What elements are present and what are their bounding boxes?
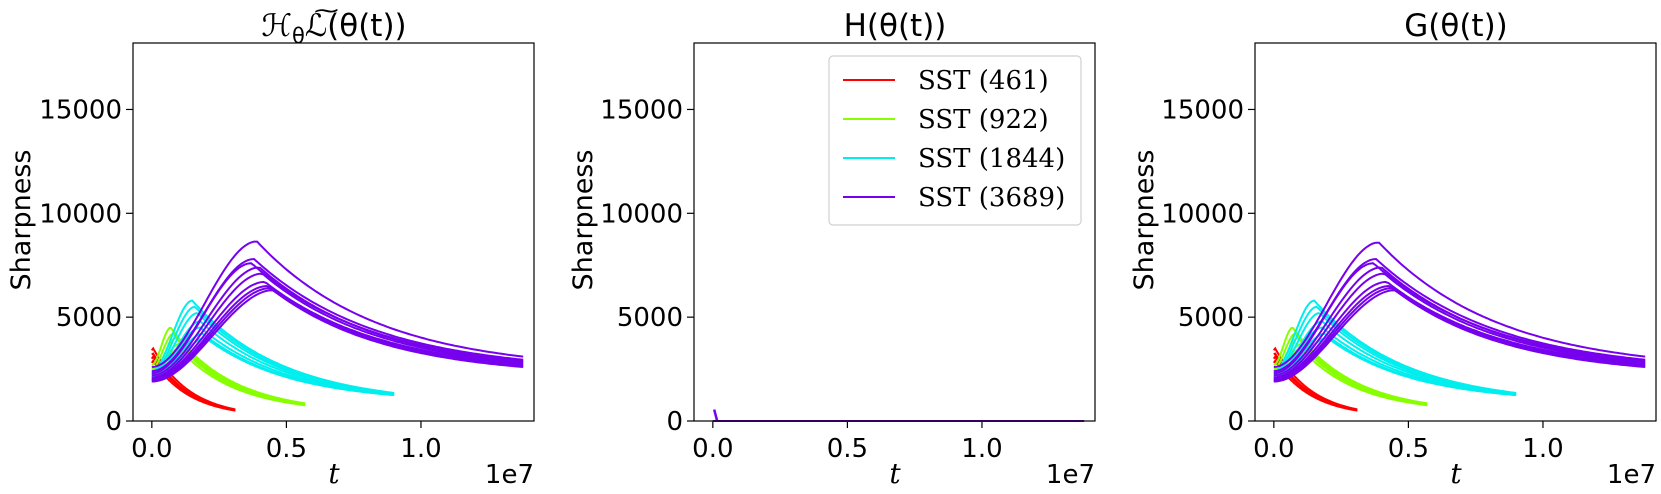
plot-frame xyxy=(132,42,535,422)
y-tick-label: 10000 xyxy=(39,199,122,229)
plot-frame xyxy=(693,42,1096,422)
lines xyxy=(150,240,524,412)
y-tick-label: 5000 xyxy=(1178,303,1244,333)
x-tick-label: 0.5 xyxy=(266,434,307,464)
legend-label: SST (922) xyxy=(918,105,1049,135)
x-tick-label: 1.0 xyxy=(961,434,1002,464)
x-tick-label: 0.0 xyxy=(131,434,172,464)
lines xyxy=(712,409,1085,422)
y-tick-label: 0 xyxy=(666,407,683,437)
series-3689 xyxy=(151,240,524,383)
series-line xyxy=(1273,280,1646,380)
panel-hessian-loss: ℋθℒ(θ(t)) ~ Sharpness t 1e7 0.0 0.5 1.0 0 5… xyxy=(6,0,535,490)
y-tick-label: 15000 xyxy=(1161,95,1244,125)
y-ticks: 0 5000 10000 15000 xyxy=(39,95,133,437)
x-tick-label: 0.5 xyxy=(827,434,868,464)
x-ticks: 0.0 0.5 1.0 xyxy=(692,421,1003,464)
legend-items: SST (461) SST (922) SST (1844) SST (3689) xyxy=(843,66,1065,213)
title-tilde: ~ xyxy=(312,0,341,23)
series-line xyxy=(151,289,524,383)
y-tick-label: 5000 xyxy=(617,303,683,333)
legend-label: SST (461) xyxy=(918,66,1049,96)
y-axis-label: Sharpness xyxy=(6,150,37,291)
series-3689 xyxy=(712,409,1085,422)
series-line xyxy=(1273,272,1646,379)
x-axis-label: t xyxy=(889,457,901,490)
legend-label: SST (1844) xyxy=(918,144,1065,174)
x-ticks: 0.0 0.5 1.0 xyxy=(131,421,442,464)
series-line xyxy=(1273,241,1646,368)
legend-box xyxy=(828,55,1082,226)
y-tick-label: 15000 xyxy=(600,95,683,125)
x-ticks: 0.0 0.5 1.0 xyxy=(1253,421,1564,464)
y-tick-label: 0 xyxy=(105,407,122,437)
y-tick-label: 0 xyxy=(1227,407,1244,437)
y-tick-label: 15000 xyxy=(39,95,122,125)
series-line xyxy=(151,240,524,368)
panel-g: G(θ(t)) Sharpness t 1e7 0.0 0.5 1.0 0 5000 1… xyxy=(1129,8,1657,490)
x-tick-label: 1.0 xyxy=(400,434,441,464)
legend: SST (461) SST (922) SST (1844) SST (3689) xyxy=(828,55,1082,226)
y-ticks: 0 5000 10000 15000 xyxy=(600,95,694,437)
y-ticks: 0 5000 10000 15000 xyxy=(1161,95,1255,437)
series-line xyxy=(151,266,524,377)
lines xyxy=(1272,241,1646,412)
x-offset-text: 1e7 xyxy=(1046,460,1095,490)
series-line xyxy=(1273,289,1646,383)
y-axis-label: Sharpness xyxy=(1129,150,1160,291)
x-offset-text: 1e7 xyxy=(1607,460,1656,490)
chart-title: G(θ(t)) xyxy=(1404,8,1508,44)
series-line xyxy=(1273,266,1646,377)
legend-label: SST (3689) xyxy=(918,183,1065,213)
y-tick-label: 5000 xyxy=(56,303,122,333)
series-3689 xyxy=(1273,241,1646,383)
series-line xyxy=(151,272,524,379)
y-tick-label: 10000 xyxy=(600,199,683,229)
series-line xyxy=(151,280,524,380)
x-tick-label: 1.0 xyxy=(1522,434,1563,464)
plot-area: 0.0 0.5 1.0 0 5000 10000 15000 xyxy=(1161,42,1657,464)
plot-area: 0.0 0.5 1.0 0 5000 10000 15000 xyxy=(39,42,535,464)
x-axis-label: t xyxy=(328,457,340,490)
y-tick-label: 10000 xyxy=(1161,199,1244,229)
chart-title: ℋθℒ(θ(t)) xyxy=(261,8,406,48)
spike-line xyxy=(712,409,719,422)
chart-title: H(θ(t)) xyxy=(844,8,947,44)
panel-h: H(θ(t)) Sharpness t 1e7 0.0 0.5 1.0 0 5000 1… xyxy=(568,8,1096,490)
plot-frame xyxy=(1254,42,1657,422)
x-tick-label: 0.0 xyxy=(692,434,733,464)
x-offset-text: 1e7 xyxy=(485,460,534,490)
x-axis-label: t xyxy=(1450,457,1462,490)
x-tick-label: 0.0 xyxy=(1253,434,1294,464)
x-tick-label: 0.5 xyxy=(1388,434,1429,464)
y-axis-label: Sharpness xyxy=(568,150,599,291)
